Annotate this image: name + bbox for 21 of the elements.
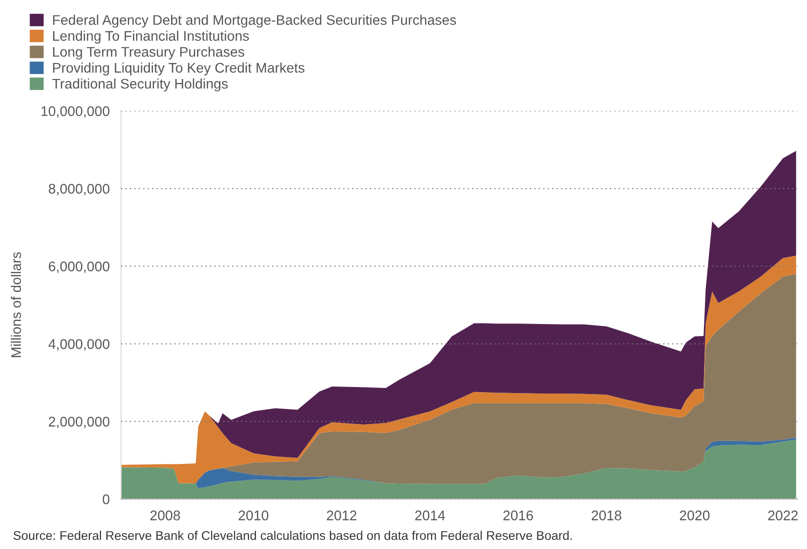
x-tick-label: 2014	[415, 510, 445, 520]
y-tick-label: 0	[102, 494, 110, 504]
y-axis-title: Millions of dollars	[10, 252, 22, 358]
legend-label: Providing Liquidity To Key Credit Markets	[53, 62, 304, 76]
x-tick-label: 2012	[326, 510, 356, 520]
x-tick-label: 2010	[238, 510, 268, 520]
y-tick-label: 8,000,000	[48, 184, 110, 196]
x-tick-label: 2016	[503, 510, 533, 520]
legend-label: Federal Agency Debt and Mortgage-Backed Securities Purchases	[53, 14, 456, 28]
x-tick-label: 2008	[150, 510, 180, 520]
source-note: Source: Federal Reserve Bank of Cleveland calculations based on data from Federal Reserve Board.	[13, 530, 572, 540]
y-tick-label: 4,000,000	[48, 339, 110, 351]
legend-label: Long Term Treasury Purchases	[53, 46, 244, 60]
x-tick-label: 2020	[680, 510, 710, 520]
x-tick-label: 2018	[592, 510, 622, 520]
legend-label: Lending To Financial Institutions	[53, 30, 249, 44]
y-tick-label: 2,000,000	[48, 416, 110, 428]
y-tick-label: 6,000,000	[48, 261, 110, 273]
legend-label: Traditional Security Holdings	[52, 78, 228, 92]
x-tick-label: 2022	[768, 510, 798, 520]
y-tick-label: 10,000,000	[41, 106, 110, 118]
